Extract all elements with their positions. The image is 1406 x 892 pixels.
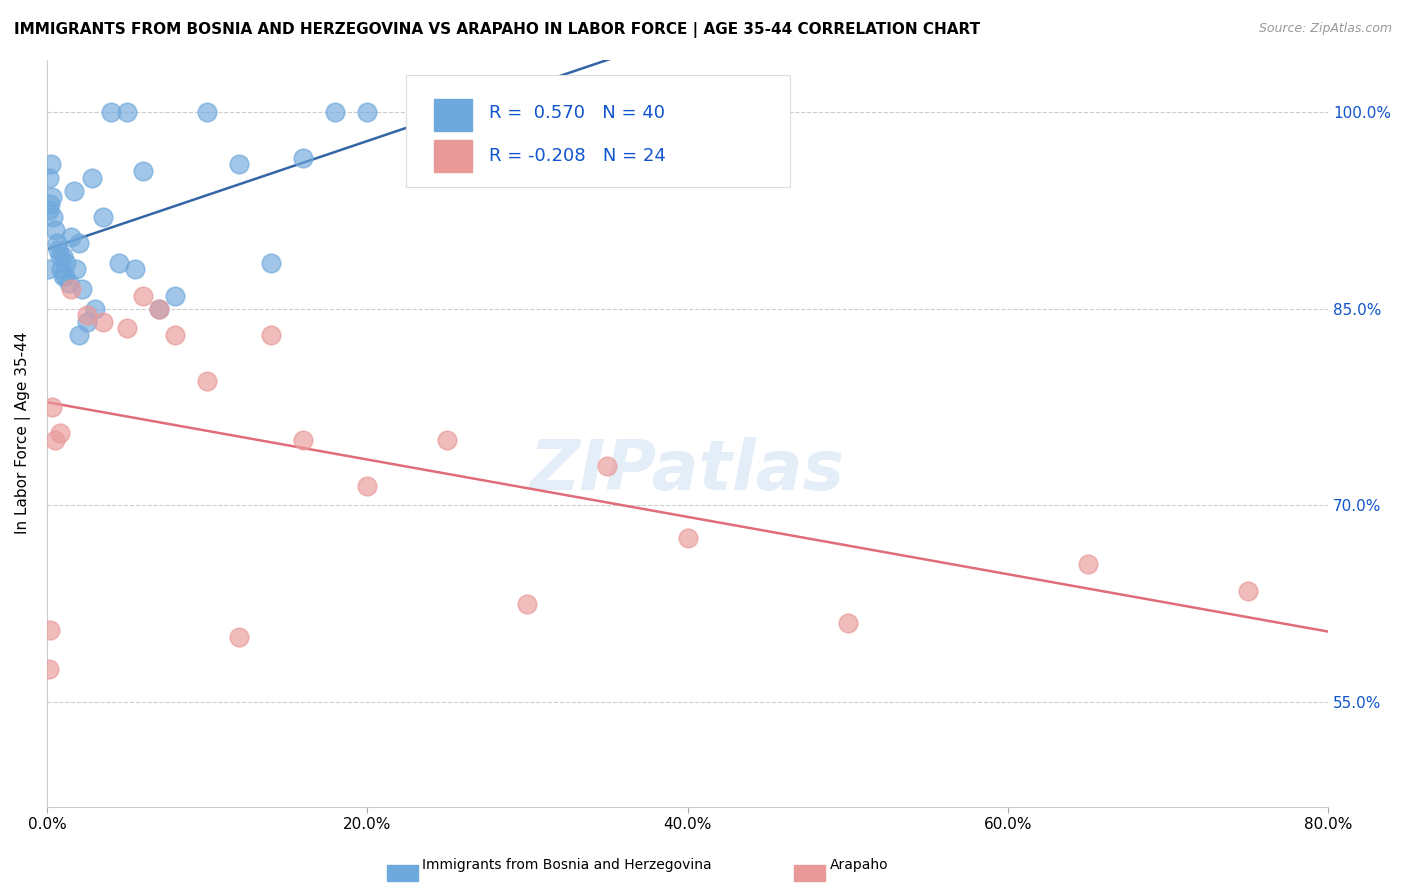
Point bbox=[84, 301, 107, 316]
Point bbox=[53, 268, 76, 283]
Point bbox=[49, 426, 72, 441]
Text: Source: ZipAtlas.com: Source: ZipAtlas.com bbox=[1258, 22, 1392, 36]
Point bbox=[67, 328, 90, 343]
Point bbox=[260, 328, 283, 343]
Point bbox=[41, 400, 63, 414]
Point bbox=[100, 105, 122, 120]
FancyBboxPatch shape bbox=[406, 75, 790, 186]
Point bbox=[148, 301, 170, 316]
Point bbox=[38, 662, 60, 676]
Text: R =  0.570   N = 40: R = 0.570 N = 40 bbox=[489, 104, 665, 122]
Text: IMMIGRANTS FROM BOSNIA AND HERZEGOVINA VS ARAPAHO IN LABOR FORCE | AGE 35-44 COR: IMMIGRANTS FROM BOSNIA AND HERZEGOVINA V… bbox=[14, 22, 980, 38]
Point bbox=[195, 374, 218, 388]
Point bbox=[42, 210, 65, 224]
Text: Arapaho: Arapaho bbox=[830, 858, 889, 872]
Point bbox=[52, 268, 75, 283]
Point bbox=[38, 170, 60, 185]
Point bbox=[148, 301, 170, 316]
Point bbox=[292, 151, 315, 165]
Point bbox=[323, 105, 346, 120]
Text: R = -0.208   N = 24: R = -0.208 N = 24 bbox=[489, 147, 666, 165]
Point bbox=[76, 308, 98, 322]
Point bbox=[38, 203, 60, 218]
Point bbox=[837, 616, 859, 631]
Point bbox=[165, 328, 187, 343]
FancyBboxPatch shape bbox=[434, 99, 472, 130]
Point bbox=[195, 105, 218, 120]
Point bbox=[59, 282, 82, 296]
Point bbox=[1077, 558, 1099, 572]
Point bbox=[292, 433, 315, 447]
Point bbox=[70, 282, 93, 296]
Point bbox=[39, 197, 62, 211]
Y-axis label: In Labor Force | Age 35-44: In Labor Force | Age 35-44 bbox=[15, 332, 31, 534]
Text: ZIPatlas: ZIPatlas bbox=[530, 437, 845, 504]
Point bbox=[115, 105, 138, 120]
Point bbox=[91, 210, 114, 224]
Point bbox=[516, 597, 538, 611]
Point bbox=[44, 433, 66, 447]
Point bbox=[44, 223, 66, 237]
Point bbox=[67, 236, 90, 251]
Point bbox=[41, 190, 63, 204]
Point bbox=[45, 236, 67, 251]
Point bbox=[52, 249, 75, 263]
Point bbox=[124, 262, 146, 277]
Point bbox=[49, 249, 72, 263]
Point bbox=[132, 164, 155, 178]
Point bbox=[59, 229, 82, 244]
Point bbox=[76, 315, 98, 329]
Point bbox=[58, 276, 80, 290]
Point bbox=[46, 243, 69, 257]
Point bbox=[228, 630, 250, 644]
Point bbox=[228, 157, 250, 171]
Point bbox=[436, 433, 458, 447]
Point bbox=[356, 479, 378, 493]
Point bbox=[356, 105, 378, 120]
Point bbox=[676, 531, 699, 545]
Point bbox=[1237, 583, 1260, 598]
Point bbox=[80, 170, 103, 185]
Text: Immigrants from Bosnia and Herzegovina: Immigrants from Bosnia and Herzegovina bbox=[422, 858, 711, 872]
Point bbox=[51, 262, 73, 277]
FancyBboxPatch shape bbox=[434, 140, 472, 171]
Point bbox=[132, 288, 155, 302]
Point bbox=[91, 315, 114, 329]
Point bbox=[37, 262, 59, 277]
Point bbox=[115, 321, 138, 335]
Point bbox=[39, 157, 62, 171]
Point bbox=[108, 256, 131, 270]
Point bbox=[65, 262, 87, 277]
Point bbox=[596, 459, 619, 474]
Point bbox=[39, 623, 62, 637]
Point bbox=[165, 288, 187, 302]
Point bbox=[55, 256, 77, 270]
Point bbox=[260, 256, 283, 270]
Point bbox=[63, 184, 86, 198]
